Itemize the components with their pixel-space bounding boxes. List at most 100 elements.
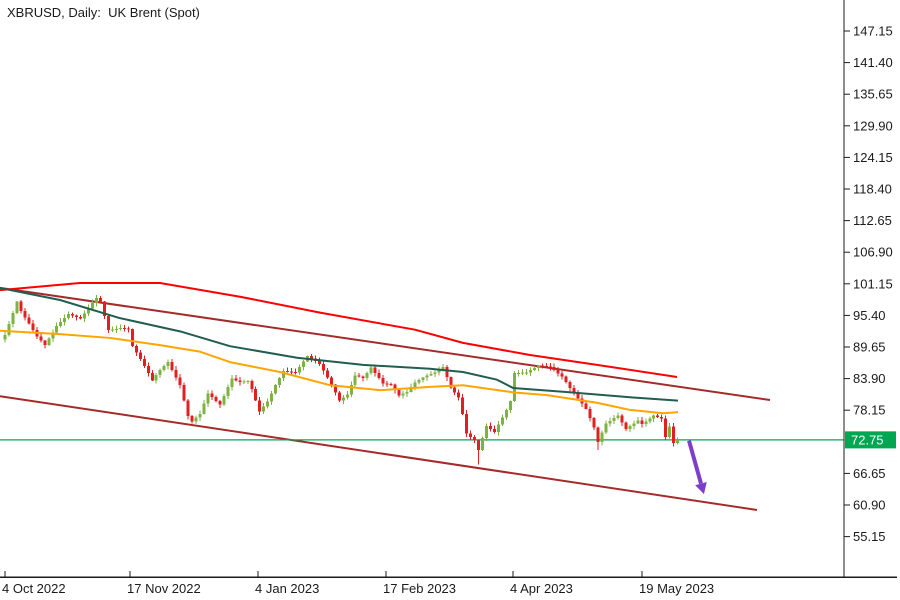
price-tick-label: 101.15 [853,276,893,291]
candle-body [584,403,588,409]
candle-body [477,440,481,451]
time-axis[interactable]: 4 Oct 2022 17 Nov 2022 4 Jan 2023 17 Feb 20… [2,571,714,596]
candle-body [365,372,369,379]
price-axis[interactable]: 147.15 141.40 135.65 129.90 124.15 118.40 112.… [844,24,893,545]
candle-body [588,408,592,419]
candle-body [282,370,286,379]
candle-body [536,365,540,368]
candle-body [389,384,393,386]
channel-upper-line[interactable] [0,286,771,402]
candle-body [106,315,110,331]
candle-body [214,397,218,401]
candle-body [552,367,556,371]
arrow-shaft [687,440,703,485]
trend-channel[interactable] [0,286,771,511]
candle-body [608,420,612,424]
ma-orange-line [0,329,679,415]
candle-body [405,391,409,394]
candle-body [429,373,433,376]
candle-body [501,417,504,425]
candle-body [413,382,417,388]
candle-body [83,313,87,319]
current-price-tag: 72.75 [845,431,896,449]
candle-body [258,400,262,412]
candle-body [75,315,79,318]
date-tick-label: 4 Jan 2023 [255,581,319,596]
candle-body [409,387,413,392]
candle-body [186,400,190,416]
candle-body [345,394,349,398]
candle-body [377,372,381,379]
candle-body [485,425,489,438]
candle-body [369,367,373,373]
candle-body [142,358,146,366]
candle-body [294,372,298,374]
candle-body [302,361,305,368]
price-tick-label: 112.65 [853,213,892,228]
price-tick-label: 135.65 [853,87,893,102]
candle-body [210,393,214,398]
candle-body [524,372,528,374]
candle-body [63,317,67,322]
candle-body [246,380,250,382]
price-tick-label: 78.15 [853,403,886,418]
candle-body [441,367,445,370]
candle-body [298,367,302,373]
candle-body [325,370,329,378]
candle-body [162,365,166,370]
arrow-head [695,481,707,495]
candle-body [95,297,99,304]
candle-body [286,370,290,372]
candle-body [278,378,282,386]
candle-body [290,371,294,373]
candle-body [349,384,353,395]
candle-body [640,420,644,425]
candle-body [433,372,437,374]
candle-body [230,378,234,388]
channel-lower-line[interactable] [0,395,758,511]
candle-body [385,383,389,385]
candle-body [616,415,620,419]
candle-body [540,365,544,367]
candle-body [254,389,258,401]
candle-body [337,392,341,401]
candle-body [421,377,425,381]
candle-body [644,421,648,425]
candle-body [266,401,270,407]
candle-body [238,380,242,382]
candle-body [118,328,122,330]
candle-body [576,393,580,399]
trend-arrow[interactable] [687,440,707,495]
candle-body [51,332,55,339]
candle-body [114,328,118,330]
candle-body [341,397,345,401]
candle-body [381,378,385,384]
price-tick-label: 60.90 [853,498,886,513]
candle-body [91,303,95,309]
price-tag-value: 72.75 [851,432,884,447]
price-tick-label: 129.90 [853,118,893,133]
date-tick-label: 17 Feb 2023 [383,581,456,596]
candle-body [194,417,198,422]
candle-body [39,336,43,341]
candle-body [548,366,552,368]
candles-layer[interactable] [3,295,680,465]
candle-body [628,426,632,430]
candle-body [473,437,477,441]
candle-body [234,378,238,381]
date-tick-label: 4 Oct 2022 [2,581,66,596]
candle-body [481,437,485,451]
ma-red-line [0,281,678,378]
candle-body [668,426,672,437]
candle-body [242,381,246,383]
candle-body [632,423,636,427]
candle-body [122,328,126,330]
candle-body [158,369,162,376]
candle-body [469,433,473,438]
axes-layer [0,0,897,578]
candle-body [465,413,469,434]
candle-body [636,420,640,424]
candle-body [652,415,656,419]
